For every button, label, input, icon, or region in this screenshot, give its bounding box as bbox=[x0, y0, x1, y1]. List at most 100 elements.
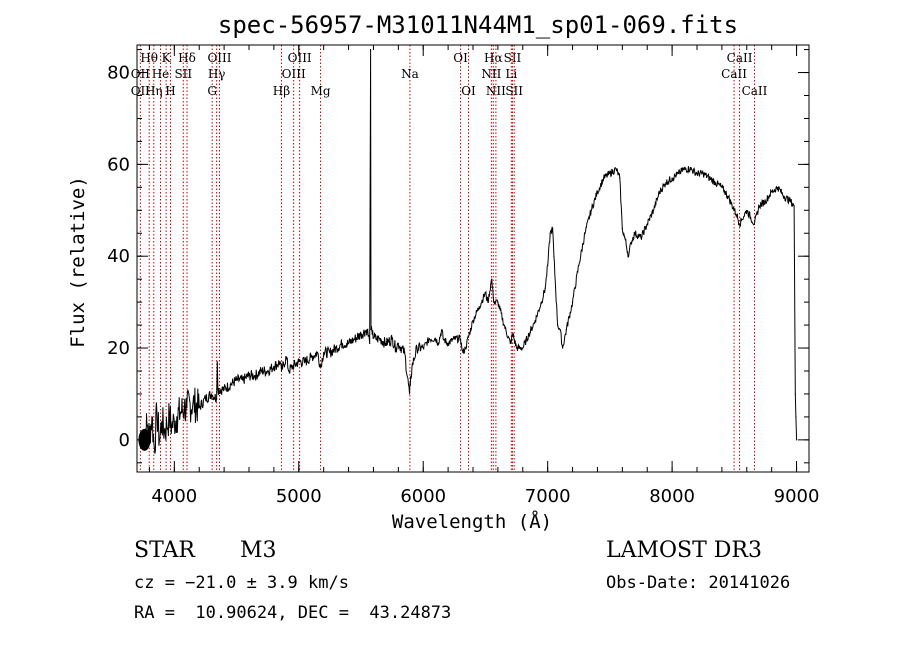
spectrum-point bbox=[795, 439, 798, 441]
spectrum-point bbox=[254, 374, 256, 377]
spectrum-point bbox=[437, 342, 439, 345]
spectrum-point bbox=[793, 205, 795, 207]
line-marker-label: Hδ bbox=[178, 51, 196, 65]
spectrum-point bbox=[288, 370, 290, 372]
spectrum-point bbox=[216, 361, 218, 363]
spectrum-point bbox=[736, 214, 738, 216]
line-marker-label: H bbox=[165, 84, 175, 98]
spectrum-point bbox=[391, 338, 393, 340]
spectrum-point bbox=[186, 407, 188, 409]
spectrum-point bbox=[409, 384, 411, 386]
spectrum-point bbox=[794, 393, 796, 395]
spectrum-point bbox=[370, 329, 372, 331]
spectrum-point bbox=[758, 205, 760, 207]
spectrum-point bbox=[166, 425, 168, 427]
spectrum-point bbox=[441, 329, 443, 331]
spectrum-point bbox=[462, 352, 464, 354]
spectrum-point bbox=[461, 347, 463, 349]
spectrum-point bbox=[298, 361, 300, 363]
y-tick-label: 40 bbox=[107, 246, 130, 267]
spectrum-point bbox=[493, 301, 495, 303]
spectrum-point bbox=[552, 228, 554, 230]
spectrum-point bbox=[544, 287, 546, 289]
spectrum-point bbox=[416, 347, 418, 349]
spectrum-point bbox=[624, 237, 626, 239]
spectrum-point bbox=[559, 329, 561, 331]
spectrum-point bbox=[746, 209, 748, 211]
line-marker-label: OIII bbox=[207, 51, 231, 65]
spectrum-line bbox=[141, 49, 798, 454]
spectrum-point bbox=[547, 264, 549, 266]
spectrum-point bbox=[603, 177, 605, 179]
spectrum-point bbox=[242, 379, 244, 381]
spectrum-point bbox=[179, 411, 182, 413]
spectrum-point bbox=[176, 416, 178, 418]
spectrum-point bbox=[553, 255, 555, 257]
survey-name: LAMOST DR3 bbox=[606, 538, 762, 563]
spectrum-point bbox=[279, 361, 281, 363]
line-marker-label: G bbox=[207, 84, 217, 98]
spectrum-point bbox=[562, 347, 564, 349]
x-axis-label: Wavelength (Å) bbox=[392, 510, 552, 533]
spectrum-point bbox=[366, 329, 368, 331]
spectrum-point bbox=[408, 393, 411, 395]
spectrum-point bbox=[596, 191, 599, 193]
spectrum-point bbox=[491, 278, 493, 280]
spectrum-point bbox=[721, 186, 723, 188]
line-marker-label: OII bbox=[131, 67, 151, 81]
spectrum-point bbox=[571, 301, 574, 303]
spectrum-point bbox=[291, 365, 294, 367]
y-tick-label: 20 bbox=[107, 338, 130, 359]
spectrum-point bbox=[478, 306, 480, 308]
y-tick-label: 80 bbox=[107, 63, 130, 84]
y-tick-label: 0 bbox=[119, 430, 130, 451]
x-tick-label: 4000 bbox=[151, 486, 197, 507]
spectrum-point bbox=[640, 237, 642, 239]
spectrum-point bbox=[329, 352, 331, 354]
spectrum-point bbox=[235, 379, 238, 381]
spectrum-point bbox=[621, 228, 623, 230]
spectrum-point bbox=[789, 200, 791, 202]
object-class: STAR bbox=[134, 538, 195, 563]
spectrum-point bbox=[540, 301, 543, 303]
line-marker-label: Li bbox=[505, 67, 517, 81]
line-marker-label: Hβ bbox=[273, 84, 290, 98]
spectrum-point bbox=[738, 223, 741, 225]
line-marker-label: CaII bbox=[742, 84, 768, 98]
spectrum-point bbox=[578, 264, 580, 266]
spectrum-point bbox=[173, 420, 175, 423]
spectrum-point bbox=[447, 342, 449, 345]
line-marker-label: Mg bbox=[311, 84, 331, 98]
line-marker-label: Hθ bbox=[140, 51, 158, 65]
spectrum-point bbox=[260, 370, 263, 372]
spectrum-point bbox=[683, 168, 686, 170]
spectrum-point bbox=[696, 172, 698, 175]
noise-clump bbox=[138, 428, 151, 451]
spectrum-point bbox=[428, 338, 431, 340]
spectrum-point bbox=[509, 342, 511, 345]
line-marker-label: K bbox=[162, 51, 172, 65]
spectrum-point bbox=[665, 182, 667, 184]
spectrum-point bbox=[192, 402, 194, 404]
spectrum-point bbox=[515, 347, 518, 349]
line-marker-label: NII bbox=[486, 84, 506, 98]
spectrum-point bbox=[615, 168, 617, 170]
spectrum-point bbox=[557, 324, 559, 326]
spectrum-point bbox=[151, 416, 153, 418]
spectrum-point bbox=[534, 319, 536, 322]
spectrum-point bbox=[223, 388, 225, 390]
x-tick-label: 8000 bbox=[649, 486, 695, 507]
spectrum-point bbox=[323, 352, 325, 354]
redshift-readout: cz = −21.0 ± 3.9 km/s bbox=[134, 573, 349, 593]
spectrum-point bbox=[161, 420, 163, 423]
spectrum-point bbox=[304, 361, 306, 363]
line-markers: Hθ OII OII K He Hη SII H Hδ OIII Hγ G Hβ OIII OIII Mg Na… bbox=[131, 45, 768, 472]
spectrum-point bbox=[690, 168, 692, 170]
spectrum-point bbox=[211, 393, 213, 395]
coordinates: RA = 10.90624, DEC = 43.24873 bbox=[134, 603, 452, 623]
spectrum-point bbox=[280, 370, 283, 372]
tick-labels: 4000 5000 6000 7000 8000 9000 0 20 40 60 80 bbox=[107, 63, 819, 507]
x-tick-label: 5000 bbox=[276, 486, 322, 507]
spectrum-point bbox=[273, 365, 275, 367]
x-tick-label: 7000 bbox=[525, 486, 571, 507]
